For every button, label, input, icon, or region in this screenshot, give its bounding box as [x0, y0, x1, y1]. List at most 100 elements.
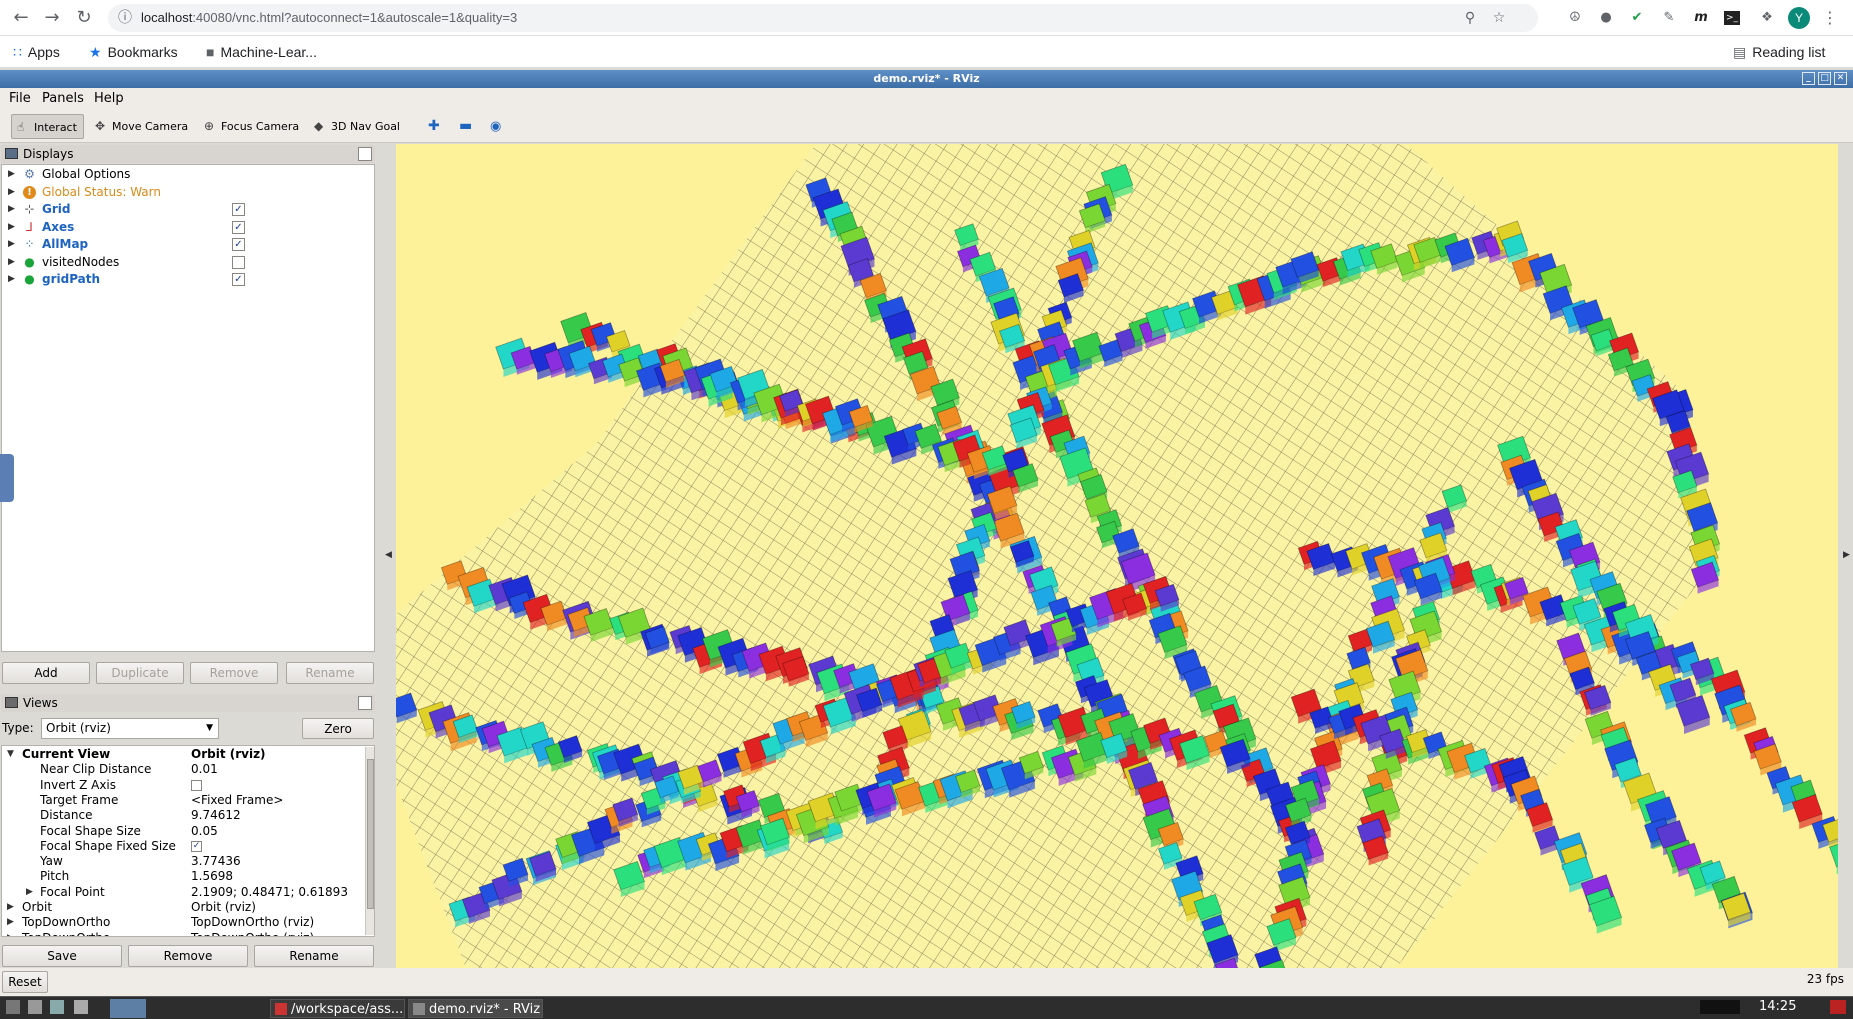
property-value[interactable]: Orbit (rviz) — [191, 747, 266, 761]
remove-display-button[interactable]: Remove — [190, 662, 278, 684]
property-checkbox[interactable]: ✓ — [191, 840, 202, 852]
property-checkbox[interactable] — [191, 779, 202, 791]
reading-list[interactable]: ▤ Reading list — [1733, 42, 1825, 62]
back-arrow-icon[interactable]: ← — [13, 7, 29, 28]
add-button[interactable]: Add — [2, 662, 90, 684]
vertical-scrollbar[interactable] — [365, 747, 374, 935]
network-icon[interactable] — [50, 1000, 64, 1014]
property-value[interactable]: 0.05 — [191, 823, 218, 838]
property-value[interactable] — [191, 778, 202, 793]
terminal-extension-icon[interactable]: >_ — [1724, 11, 1740, 25]
display-row[interactable]: ▶ ● visitedNodes — [2, 254, 374, 271]
remove-tool-button[interactable]: ▬ — [453, 114, 478, 139]
taskbar-item-workspace[interactable]: /workspace/ass... — [270, 999, 405, 1018]
camera-type-button[interactable]: ◉ — [484, 114, 507, 139]
forward-arrow-icon[interactable]: → — [44, 7, 60, 28]
expand-arrow-icon[interactable]: ▶ — [8, 239, 15, 249]
property-value[interactable]: 1.5698 — [191, 869, 233, 884]
property-value[interactable]: Orbit (rviz) — [191, 900, 256, 914]
power-icon[interactable] — [1830, 1000, 1846, 1014]
property-value[interactable]: TopDownOrtho (rviz) — [191, 931, 314, 936]
menu-panels[interactable]: Panels — [42, 91, 84, 106]
property-value[interactable]: 3.77436 — [191, 854, 241, 869]
extension-icon-4[interactable]: ✎ — [1663, 10, 1675, 25]
render-viewport[interactable] — [396, 144, 1838, 968]
display-enabled-checkbox[interactable]: ✓ — [232, 220, 245, 234]
display-row[interactable]: ▶ ⁘ AllMap ✓ — [2, 236, 374, 253]
rename-display-button[interactable]: Rename — [286, 662, 374, 684]
extension-icon-1[interactable]: ☮ — [1569, 10, 1581, 25]
reload-icon[interactable]: ↻ — [76, 7, 92, 28]
view-property-row[interactable]: Near Clip Distance 0.01 — [2, 762, 364, 777]
expand-arrow-icon[interactable]: ▶ — [8, 221, 15, 232]
view-property-row[interactable]: Invert Z Axis — [2, 778, 364, 793]
view-property-row[interactable]: ▶ Orbit Orbit (rviz) — [2, 900, 364, 915]
scrollbar-thumb[interactable] — [367, 759, 374, 909]
desktop-icon[interactable] — [74, 1000, 88, 1014]
move-camera-tool[interactable]: ✥ Move Camera — [90, 114, 194, 139]
expand-arrow-icon[interactable]: ▶ — [7, 931, 14, 936]
view-property-row[interactable]: Focal Shape Fixed Size ✓ — [2, 839, 364, 854]
view-type-select[interactable]: Orbit (rviz) ▼ — [41, 718, 219, 739]
nav-goal-tool[interactable]: ◆ 3D Nav Goal — [309, 114, 406, 139]
taskbar-item-rviz[interactable]: demo.rviz* - RViz — [408, 999, 543, 1018]
puzzle-extensions-icon[interactable]: ❖ — [1761, 10, 1773, 25]
remove-view-button[interactable]: Remove — [128, 945, 248, 967]
close-icon[interactable]: ✕ — [1834, 72, 1847, 85]
view-property-row[interactable]: Target Frame <Fixed Frame> — [2, 793, 364, 808]
reset-button[interactable]: Reset — [2, 971, 48, 993]
property-value[interactable]: 2.1909; 0.48471; 0.61893 — [191, 884, 348, 899]
display-enabled-checkbox[interactable]: ✓ — [232, 273, 245, 286]
duplicate-button[interactable]: Duplicate — [96, 662, 184, 684]
extension-icon-m[interactable]: m — [1694, 10, 1708, 25]
expand-arrow-icon[interactable]: ▶ — [8, 274, 15, 284]
zero-button[interactable]: Zero — [302, 718, 374, 739]
apps-bookmark[interactable]: ∷ Apps — [13, 42, 60, 62]
collapse-arrow-icon[interactable]: ▼ — [7, 749, 14, 759]
save-view-button[interactable]: Save — [2, 945, 122, 967]
display-enabled-checkbox[interactable]: ✓ — [232, 238, 245, 251]
display-enabled-checkbox[interactable] — [232, 255, 245, 269]
expand-arrow-icon[interactable]: ▶ — [26, 886, 33, 897]
expand-arrow-icon[interactable]: ▶ — [8, 204, 15, 214]
view-property-row[interactable]: ▶ TopDownOrtho TopDownOrtho (rviz) — [2, 931, 364, 936]
property-value[interactable]: ✓ — [191, 839, 202, 854]
view-property-row[interactable]: ▶ TopDownOrtho TopDownOrtho (rviz) — [2, 915, 364, 930]
info-icon[interactable]: ⓘ — [118, 10, 132, 26]
views-float-button[interactable] — [358, 696, 372, 710]
window-titlebar[interactable]: demo.rviz* - RViz _ □ ✕ — [0, 70, 1853, 88]
display-row[interactable]: ▶ ⚙ Global Options — [2, 166, 374, 183]
add-tool-button[interactable]: ✚ — [422, 114, 446, 139]
profile-avatar[interactable]: Y — [1788, 7, 1810, 29]
view-property-row[interactable]: Distance 9.74612 — [2, 808, 364, 823]
display-row[interactable]: ▶! Global Status: Warn — [2, 184, 374, 201]
files-icon[interactable] — [28, 1000, 42, 1014]
property-value[interactable]: TopDownOrtho (rviz) — [191, 915, 315, 930]
extension-icon-3[interactable]: ✔ — [1631, 10, 1643, 25]
display-row[interactable]: ▶ ● gridPath ✓ — [2, 271, 374, 288]
right-collapse-arrow-icon[interactable]: ▶ — [1843, 550, 1850, 560]
menu-help[interactable]: Help — [94, 91, 124, 106]
view-property-row[interactable]: Focal Shape Size 0.05 — [2, 824, 364, 839]
view-property-row[interactable]: ▼ Current View Orbit (rviz) — [2, 747, 364, 762]
extension-icon-2[interactable]: ● — [1600, 10, 1612, 25]
machine-learning-folder[interactable]: ■ Machine-Lear... — [206, 42, 317, 62]
maximize-icon[interactable]: □ — [1818, 72, 1831, 85]
expand-arrow-icon[interactable]: ▶ — [8, 256, 15, 267]
menu-file[interactable]: File — [9, 91, 31, 106]
kebab-menu-icon[interactable]: ⋮ — [1822, 8, 1838, 27]
display-row[interactable]: ▶ ⊹ Grid ✓ — [2, 201, 374, 218]
view-property-row[interactable]: Yaw 3.77436 — [2, 854, 364, 869]
workspace-1-icon[interactable] — [110, 999, 146, 1018]
expand-arrow-icon[interactable]: ▶ — [8, 169, 15, 179]
bookmarks-folder[interactable]: ★ Bookmarks — [89, 42, 178, 62]
property-value[interactable]: 0.01 — [191, 762, 218, 777]
panel-float-button[interactable] — [358, 147, 372, 161]
property-value[interactable]: <Fixed Frame> — [191, 792, 284, 807]
expand-arrow-icon[interactable]: ▶ — [7, 917, 14, 928]
panel-collapse-handle[interactable] — [0, 454, 14, 502]
display-row[interactable]: ▶ ⅃ Axes ✓ — [2, 219, 374, 236]
bookmark-star-icon[interactable]: ☆ — [1492, 10, 1506, 26]
expand-arrow-icon[interactable]: ▶ — [8, 186, 15, 197]
display-enabled-checkbox[interactable]: ✓ — [232, 203, 245, 216]
